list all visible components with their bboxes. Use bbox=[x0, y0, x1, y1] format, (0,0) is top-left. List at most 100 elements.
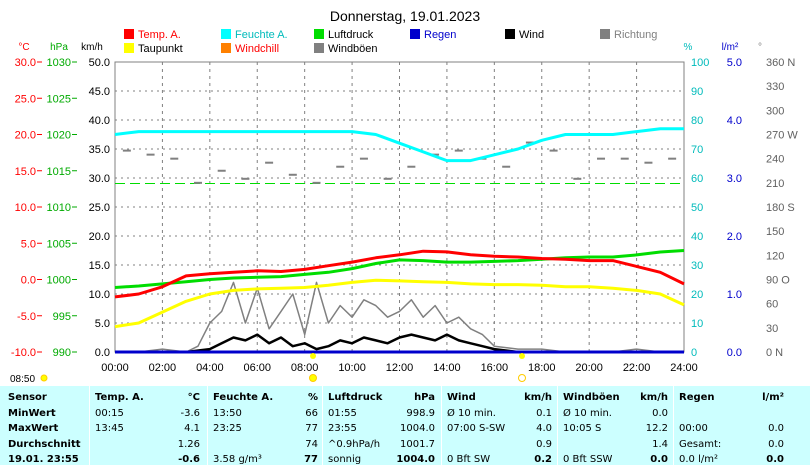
cell-value: 1004.0 bbox=[396, 454, 435, 465]
wind-tick-label: 5.0 bbox=[95, 318, 110, 330]
cell-value: 0.0 bbox=[766, 454, 784, 465]
legend-label-direction: Richtung bbox=[614, 29, 657, 41]
column-unit: km/h bbox=[640, 392, 668, 403]
direction-mark bbox=[146, 153, 155, 156]
temp-tick-label: 5.0 bbox=[21, 238, 36, 250]
column-title: Luftdruck bbox=[328, 392, 383, 403]
cell-label: 13:50 bbox=[213, 408, 242, 419]
humidity-tick-label: 30 bbox=[691, 260, 703, 272]
direction-tick-label: 30 bbox=[766, 323, 778, 335]
series-line-gust bbox=[115, 281, 684, 353]
column-unit: km/h bbox=[524, 392, 552, 403]
x-tick-label: 02:00 bbox=[149, 362, 177, 374]
cell-label: 07:00 S-SW bbox=[447, 423, 506, 434]
humidity-tick-label: 40 bbox=[691, 231, 703, 243]
legend-label-temp: Temp. A. bbox=[138, 29, 181, 41]
table-divider bbox=[322, 386, 323, 465]
temp-tick-label: 0.0 bbox=[21, 275, 36, 287]
cell-value: 0.0 bbox=[650, 454, 668, 465]
rain-tick-label: 0.0 bbox=[727, 347, 742, 359]
axis-unit-wind: km/h bbox=[81, 42, 103, 53]
direction-mark bbox=[193, 181, 202, 184]
row-label-sensor: Sensor bbox=[8, 392, 47, 403]
direction-mark bbox=[668, 157, 677, 160]
x-tick-label: 08:00 bbox=[291, 362, 319, 374]
direction-mark bbox=[644, 161, 653, 164]
wind-tick-label: 45.0 bbox=[89, 86, 110, 98]
pressure-tick-label: 1010 bbox=[47, 202, 71, 214]
column-title: Regen bbox=[679, 392, 715, 403]
legend-label-humidity: Feuchte A. bbox=[235, 29, 288, 41]
direction-mark bbox=[217, 169, 226, 172]
pressure-tick-label: 1025 bbox=[47, 93, 71, 105]
column-unit: % bbox=[307, 392, 318, 403]
pressure-tick-label: 1020 bbox=[47, 130, 71, 142]
cell-value: 1001.7 bbox=[400, 439, 435, 450]
direction-tick-label: 60 bbox=[766, 299, 778, 311]
cell-label: 13:45 bbox=[95, 423, 124, 434]
cell-value: 77 bbox=[304, 454, 318, 465]
x-tick-label: 10:00 bbox=[338, 362, 366, 374]
humidity-tick-label: 50 bbox=[691, 202, 703, 214]
sunrise-icon bbox=[40, 374, 48, 382]
column-title: Feuchte A. bbox=[213, 392, 274, 403]
legend-swatch-direction bbox=[600, 29, 610, 39]
cell-value: 0.9 bbox=[536, 439, 552, 450]
direction-mark bbox=[336, 165, 345, 168]
column-unit: hPa bbox=[414, 392, 435, 403]
cell-label: 01:55 bbox=[328, 408, 357, 419]
wind-tick-label: 30.0 bbox=[89, 173, 110, 185]
row-label-average: Durchschnitt bbox=[8, 439, 81, 450]
row-labels: Sensor MinWert MaxWert Durchschnitt 19.0… bbox=[0, 386, 92, 465]
cell-value: 12.2 bbox=[645, 423, 668, 434]
legend-swatch-temp bbox=[124, 29, 134, 39]
direction-mark bbox=[383, 177, 392, 180]
column-unit: °C bbox=[187, 392, 200, 403]
rain-tick-label: 3.0 bbox=[727, 173, 742, 185]
legend-label-wind: Wind bbox=[519, 29, 544, 41]
pressure-tick-label: 1030 bbox=[47, 57, 71, 69]
direction-tick-label: 330 bbox=[766, 81, 784, 93]
cell-label: 0 Bft SSW bbox=[563, 454, 613, 465]
table-divider bbox=[441, 386, 442, 465]
direction-tick-label: 270 W bbox=[766, 130, 798, 142]
rain-tick-label: 1.0 bbox=[727, 289, 742, 301]
humidity-tick-label: 80 bbox=[691, 115, 703, 127]
wind-tick-label: 40.0 bbox=[89, 115, 110, 127]
direction-tick-label: 300 bbox=[766, 105, 784, 117]
rain-tick-label: 5.0 bbox=[727, 57, 742, 69]
direction-tick-label: 180 S bbox=[766, 202, 795, 214]
wind-tick-label: 25.0 bbox=[89, 202, 110, 214]
direction-mark bbox=[431, 153, 440, 156]
direction-mark bbox=[122, 149, 131, 152]
direction-tick-label: 210 bbox=[766, 178, 784, 190]
direction-mark bbox=[620, 157, 629, 160]
table-column: Wind km/h Ø 10 min. 0.1 07:00 S-SW 4.0 0.9 0 Bf… bbox=[444, 386, 556, 465]
sun-icon bbox=[309, 374, 317, 382]
row-label-max: MaxWert bbox=[8, 423, 59, 434]
humidity-tick-label: 10 bbox=[691, 318, 703, 330]
direction-mark bbox=[573, 177, 582, 180]
legend-swatch-humidity bbox=[221, 29, 231, 39]
wind-tick-label: 20.0 bbox=[89, 231, 110, 243]
cell-label: ^0.9hPa/h bbox=[328, 439, 381, 450]
direction-mark bbox=[549, 149, 558, 152]
column-title: Windböen bbox=[563, 392, 620, 403]
axis-unit-temp: °C bbox=[18, 42, 29, 53]
temp-tick-label: 25.0 bbox=[15, 93, 36, 105]
humidity-tick-label: 0 bbox=[691, 347, 697, 359]
axis-unit-pressure: hPa bbox=[50, 42, 68, 53]
series-line-pressure bbox=[114, 249, 685, 289]
x-tick-label: 18:00 bbox=[528, 362, 556, 374]
cell-value: 0.2 bbox=[534, 454, 552, 465]
temp-tick-label: 15.0 bbox=[15, 166, 36, 178]
cell-label: 0 Bft SW bbox=[447, 454, 491, 465]
direction-mark bbox=[454, 149, 463, 152]
row-label-min: MinWert bbox=[8, 408, 56, 419]
pressure-tick-label: 1005 bbox=[47, 238, 71, 250]
humidity-tick-label: 70 bbox=[691, 144, 703, 156]
axis-unit-rain: l/m² bbox=[722, 42, 739, 53]
direction-mark bbox=[407, 165, 416, 168]
wind-tick-label: 50.0 bbox=[89, 57, 110, 69]
x-tick-label: 22:00 bbox=[623, 362, 651, 374]
